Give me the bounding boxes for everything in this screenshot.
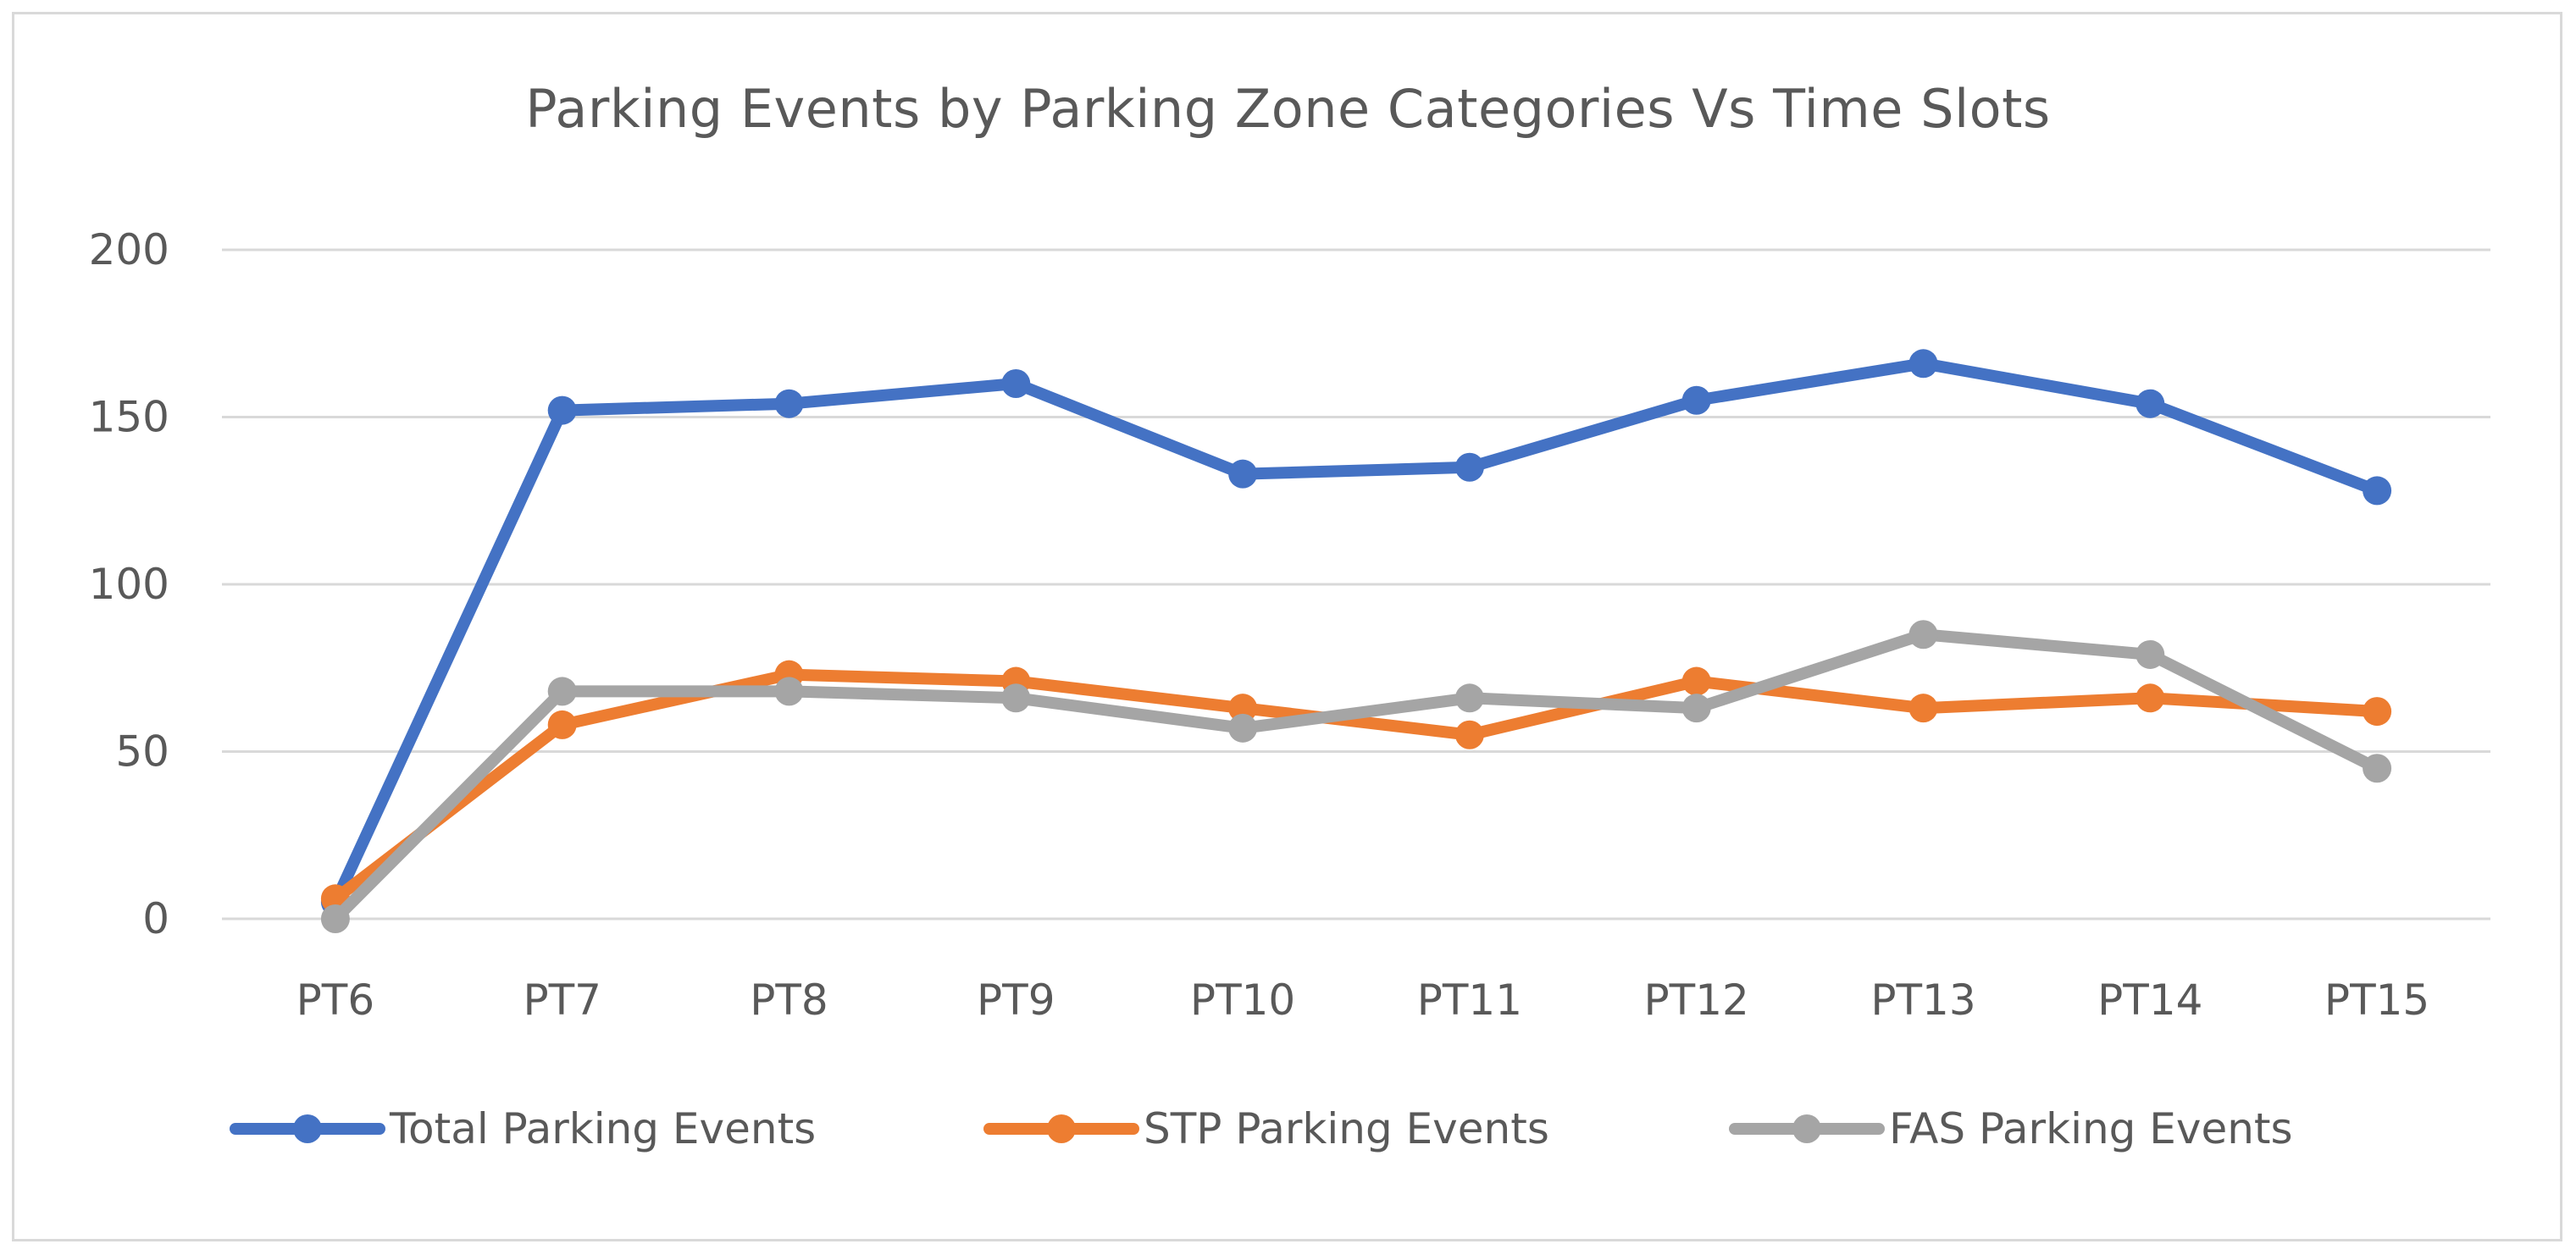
series-line [329, 357, 2384, 909]
data-point [547, 677, 577, 706]
y-axis-tick-labels: 0 50 100 150 200 [89, 225, 169, 943]
data-point [2363, 476, 2392, 506]
data-point [1908, 349, 1938, 379]
legend-item: Total Parking Events [230, 1104, 816, 1153]
series-1 [320, 349, 2392, 917]
data-point [1454, 720, 1484, 749]
legend-swatch-marker [293, 1114, 322, 1143]
data-point [1228, 713, 1258, 743]
x-tick-label: PT14 [2097, 976, 2202, 1025]
data-point [1681, 385, 1711, 415]
chart-frame [12, 12, 2562, 1241]
series-lines [320, 349, 2392, 933]
legend-swatch-marker [1047, 1114, 1076, 1143]
data-point [2363, 754, 2392, 783]
x-tick-label: PT12 [1644, 976, 1749, 1025]
gridlines [222, 248, 2490, 921]
data-point [547, 710, 577, 739]
legend: Total Parking Events STP Parking Events FA… [230, 1104, 2293, 1153]
y-tick-label: 0 [142, 894, 169, 943]
x-tick-label: PT13 [1870, 976, 1975, 1025]
series-line [329, 628, 2384, 925]
y-tick-label: 150 [89, 393, 169, 442]
data-point [320, 904, 350, 933]
data-point [774, 677, 804, 706]
data-point [1681, 666, 1711, 696]
y-tick-label: 50 [115, 727, 169, 777]
x-tick-label: PT9 [977, 976, 1055, 1025]
x-tick-label: PT7 [523, 976, 601, 1025]
data-point [2136, 683, 2165, 713]
data-point [547, 395, 577, 425]
x-tick-label: PT10 [1190, 976, 1295, 1025]
data-point [1001, 683, 1031, 713]
data-point [1001, 369, 1031, 398]
series-2 [320, 660, 2392, 914]
legend-label: FAS Parking Events [1889, 1104, 2293, 1153]
data-point [2363, 697, 2392, 727]
legend-label: STP Parking Events [1144, 1104, 1549, 1153]
data-point [1908, 694, 1938, 723]
x-tick-label: PT8 [750, 976, 828, 1025]
data-point [1228, 694, 1258, 723]
chart-title: Parking Events by Parking Zone Categorie… [525, 78, 2051, 140]
legend-swatch-marker [1792, 1114, 1821, 1143]
data-point [1908, 620, 1938, 650]
data-point [2136, 639, 2165, 669]
y-tick-label: 100 [89, 560, 169, 609]
data-point [1681, 694, 1711, 723]
data-point [2136, 389, 2165, 418]
x-tick-label: PT11 [1417, 976, 1522, 1025]
data-point [1454, 452, 1484, 482]
x-tick-label: PT15 [2324, 976, 2429, 1025]
legend-label: Total Parking Events [389, 1104, 816, 1153]
x-axis-tick-labels: PT6 PT7 PT8 PT9 PT10 PT11 PT12 PT13 PT14 PT15 [296, 976, 2430, 1025]
y-tick-label: 200 [89, 225, 169, 274]
data-point [774, 389, 804, 418]
legend-item: FAS Parking Events [1729, 1104, 2293, 1153]
data-point [1228, 459, 1258, 489]
x-tick-label: PT6 [296, 976, 375, 1025]
legend-item: STP Parking Events [983, 1104, 1549, 1153]
data-point [1454, 683, 1484, 713]
series-line [329, 668, 2384, 905]
series-3 [320, 620, 2392, 933]
